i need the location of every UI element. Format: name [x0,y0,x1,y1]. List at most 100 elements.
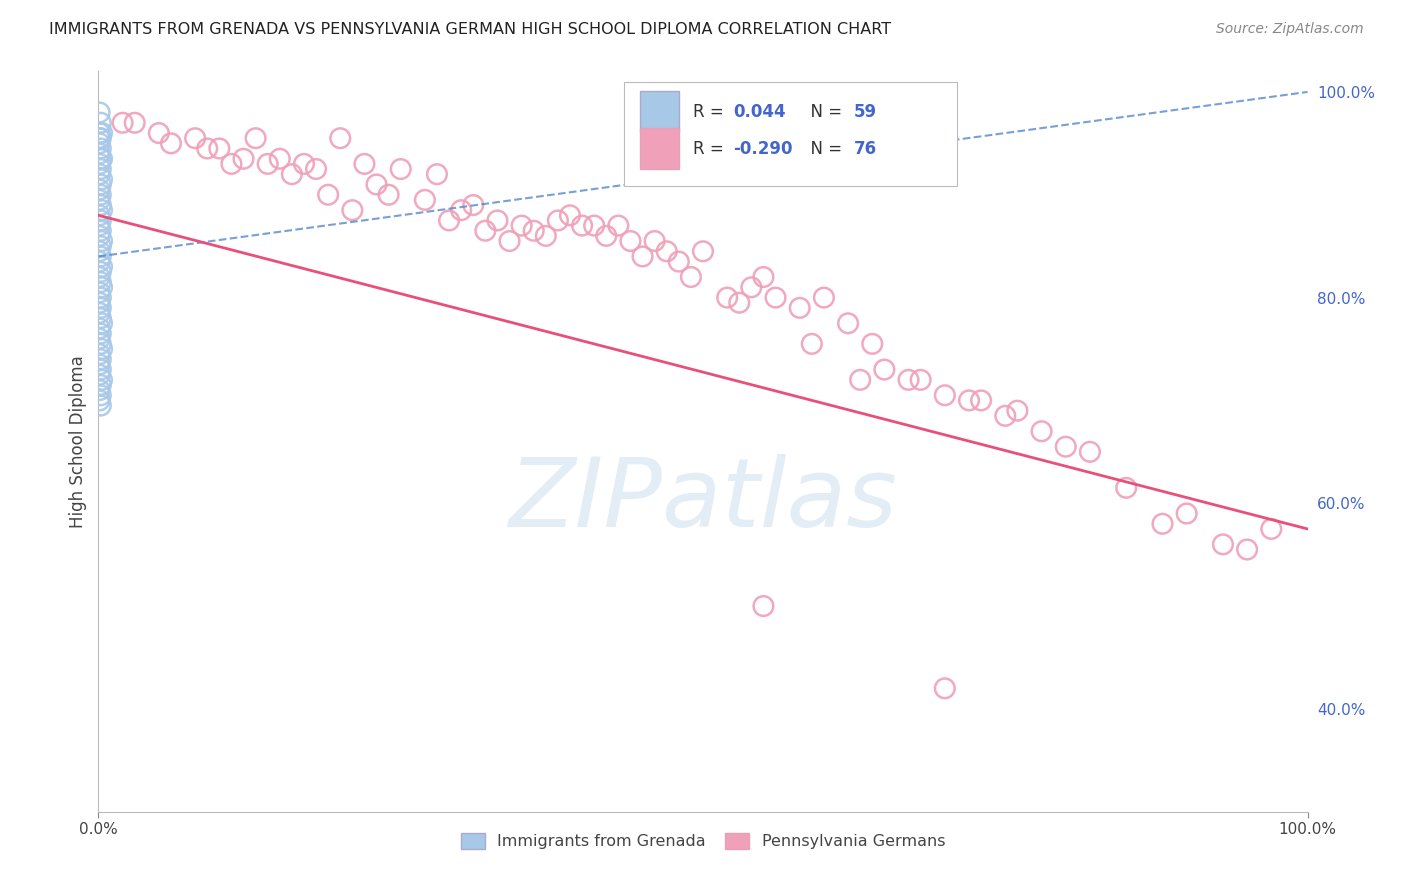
Point [89,285,111,300]
Point [994,409,1017,423]
Point [90,116,112,130]
Point [644,234,666,248]
Point [89,295,111,310]
Point [1236,542,1258,557]
Point [583,219,606,233]
Point [1260,522,1282,536]
Point [245,131,267,145]
Point [547,213,569,227]
Point [595,228,617,243]
Point [89,270,111,285]
Point [124,116,146,130]
Point [1054,440,1077,454]
Text: R =: R = [693,140,730,158]
Point [1031,424,1053,438]
Point [292,157,315,171]
Point [934,388,956,402]
Point [728,295,751,310]
Point [90,311,112,326]
Point [208,141,231,155]
Point [897,373,920,387]
Point [89,136,111,151]
Point [90,224,112,238]
Point [89,228,111,243]
Text: 59: 59 [855,103,877,120]
Point [873,362,896,376]
Point [765,291,787,305]
Point [558,208,581,222]
Point [837,316,859,330]
FancyBboxPatch shape [624,82,957,186]
Point [91,260,114,274]
Point [426,167,449,181]
Point [89,368,111,382]
Point [679,270,702,285]
Point [716,291,738,305]
Point [90,131,112,145]
Point [90,162,112,177]
Point [91,172,114,186]
Point [90,275,112,289]
Point [813,291,835,305]
Point [91,203,114,218]
Point [184,131,207,145]
Point [89,332,111,346]
Point [631,250,654,264]
Text: ZIPatlas: ZIPatlas [509,454,897,548]
Point [89,383,111,397]
Legend: Immigrants from Grenada, Pennsylvania Germans: Immigrants from Grenada, Pennsylvania Ge… [454,826,952,855]
Point [148,126,170,140]
Point [91,152,114,166]
Point [800,336,823,351]
Point [1115,481,1137,495]
Point [89,347,111,361]
Point [90,388,112,402]
Point [377,187,399,202]
Point [221,157,243,171]
Point [752,270,775,285]
Text: R =: R = [693,103,730,120]
Point [91,316,114,330]
Point [366,178,388,192]
Point [90,141,112,155]
Point [607,219,630,233]
Point [89,358,111,372]
Point [89,157,111,171]
Point [389,162,412,177]
Point [474,224,496,238]
Point [90,152,112,166]
Point [655,244,678,259]
Point [269,152,291,166]
Point [90,213,112,227]
Point [90,239,112,253]
Point [305,162,328,177]
Point [1152,516,1174,531]
Text: 76: 76 [855,140,877,158]
Point [91,126,114,140]
Point [90,198,112,212]
Point [789,301,811,315]
Point [89,244,111,259]
Point [90,326,112,341]
Point [752,599,775,613]
Point [90,250,112,264]
Point [232,152,254,166]
Point [91,342,114,356]
Point [90,378,112,392]
Text: N =: N = [800,140,846,158]
Point [957,393,980,408]
Point [160,136,183,151]
Point [256,157,278,171]
Point [740,280,762,294]
Point [860,336,883,351]
Point [353,157,375,171]
Point [90,362,112,376]
Point [90,187,112,202]
Point [1175,507,1198,521]
Point [111,116,134,130]
Point [89,131,111,145]
Point [498,234,520,248]
Text: N =: N = [800,103,846,120]
Point [413,193,436,207]
Point [90,265,112,279]
